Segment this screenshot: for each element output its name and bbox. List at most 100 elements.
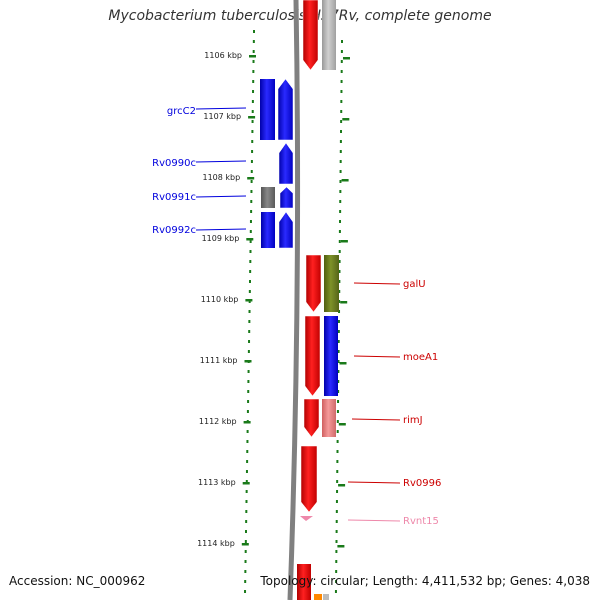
tick-dot (340, 50, 343, 53)
tick-dot (249, 250, 252, 253)
gene-label-right: Rv0996 (403, 478, 441, 489)
tick-dot (249, 230, 252, 233)
tick-dot (245, 500, 248, 503)
tick-dot (340, 100, 343, 103)
tick-dot (246, 430, 249, 433)
tick-dot (340, 70, 343, 73)
scale-label: 1114 kbp (197, 539, 235, 548)
tick-dot (244, 570, 247, 573)
scale-tick-left (248, 116, 256, 119)
scale-tick-left (245, 299, 253, 302)
gene-arrow-forward (303, 398, 320, 438)
tick-dot (251, 130, 254, 133)
gene-block-reverse (324, 316, 338, 396)
scale-tick-left (246, 238, 254, 241)
gene-block-olive (324, 255, 339, 312)
tick-dot (340, 120, 343, 123)
gene-label-right: moeA1 (403, 352, 438, 363)
tick-dot (335, 580, 338, 583)
scale-tick-right (341, 179, 349, 182)
tick-dot (252, 60, 255, 63)
tick-dot (250, 170, 253, 173)
tick-dot (246, 440, 249, 443)
leader-line (195, 195, 247, 198)
tick-dot (337, 380, 340, 383)
tick-dot (245, 490, 248, 493)
tick-dot (250, 210, 253, 213)
genome-stats-text: Topology: circular; Length: 4,411,532 bp… (260, 574, 590, 588)
tick-dot (340, 130, 343, 133)
tick-dot (338, 300, 341, 303)
tick-dot (249, 220, 252, 223)
scale-label: 1112 kbp (199, 417, 237, 426)
tick-dot (339, 220, 342, 223)
leader-line (353, 355, 401, 358)
tick-dot (250, 180, 253, 183)
tick-dot (247, 350, 250, 353)
scale-tick-right (339, 362, 347, 365)
accession-text: Accession: NC_000962 (9, 574, 146, 588)
tick-dot (337, 340, 340, 343)
tick-dot (246, 450, 249, 453)
tick-dot (245, 530, 247, 533)
tick-dot (246, 460, 249, 463)
gene-block-gray (261, 187, 275, 208)
tick-dot (338, 240, 341, 243)
leader-line (195, 228, 247, 231)
tick-dot (337, 320, 340, 323)
leader-line (347, 481, 401, 484)
gene-block-orange (314, 594, 322, 600)
tick-dot (249, 280, 251, 283)
tick-dot (338, 280, 341, 283)
gene-arrow-reverse (277, 78, 294, 141)
tick-dot (252, 90, 255, 93)
tick-dot (336, 450, 339, 453)
tick-dot (335, 540, 338, 543)
tick-dot (341, 40, 343, 43)
tick-dot (247, 390, 250, 393)
tick-dot (253, 30, 255, 33)
tick-dot (244, 560, 247, 563)
tick-dot (337, 350, 340, 353)
gene-arrow-reverse (278, 211, 294, 249)
scale-tick-left (242, 482, 250, 485)
tick-dot (337, 400, 340, 403)
scale-tick-left (249, 55, 256, 58)
gene-block-gray (322, 0, 336, 70)
gene-arrow-forward (304, 315, 321, 397)
gene-arrow-reverse (279, 186, 294, 209)
tick-dot (335, 510, 338, 513)
gene-label-left: Rv0992c (152, 225, 196, 236)
leader-line (347, 519, 401, 522)
tick-dot (251, 110, 254, 113)
scale-label: 1113 kbp (198, 478, 236, 487)
tick-dot (247, 370, 250, 373)
tick-dot (335, 570, 338, 573)
tick-dot (248, 340, 251, 343)
tick-dot (337, 330, 340, 333)
tick-dot (244, 590, 247, 593)
leader-line (195, 107, 247, 110)
tick-dot (338, 290, 341, 293)
gene-label-left: Rv0990c (152, 158, 196, 169)
tick-dot (335, 530, 338, 533)
gene-block-forward (297, 564, 311, 600)
scale-label: 1110 kbp (201, 295, 239, 304)
scale-label: 1111 kbp (200, 356, 238, 365)
genome-backbone (287, 0, 301, 600)
gene-label-right: galU (403, 279, 426, 290)
tick-dot (336, 430, 339, 433)
tick-dot (338, 270, 341, 273)
gene-block-salmon (322, 399, 336, 437)
tick-dot (245, 480, 248, 483)
tick-dot (339, 170, 342, 173)
scale-tick-left (241, 543, 249, 546)
tick-dot (248, 290, 251, 293)
tick-dot (335, 520, 338, 523)
gene-label-left: grcC2 (167, 106, 196, 117)
tick-dot (252, 50, 255, 53)
gene-block-reverse (260, 79, 275, 140)
tick-dot (336, 490, 339, 493)
tick-dot (244, 550, 247, 553)
